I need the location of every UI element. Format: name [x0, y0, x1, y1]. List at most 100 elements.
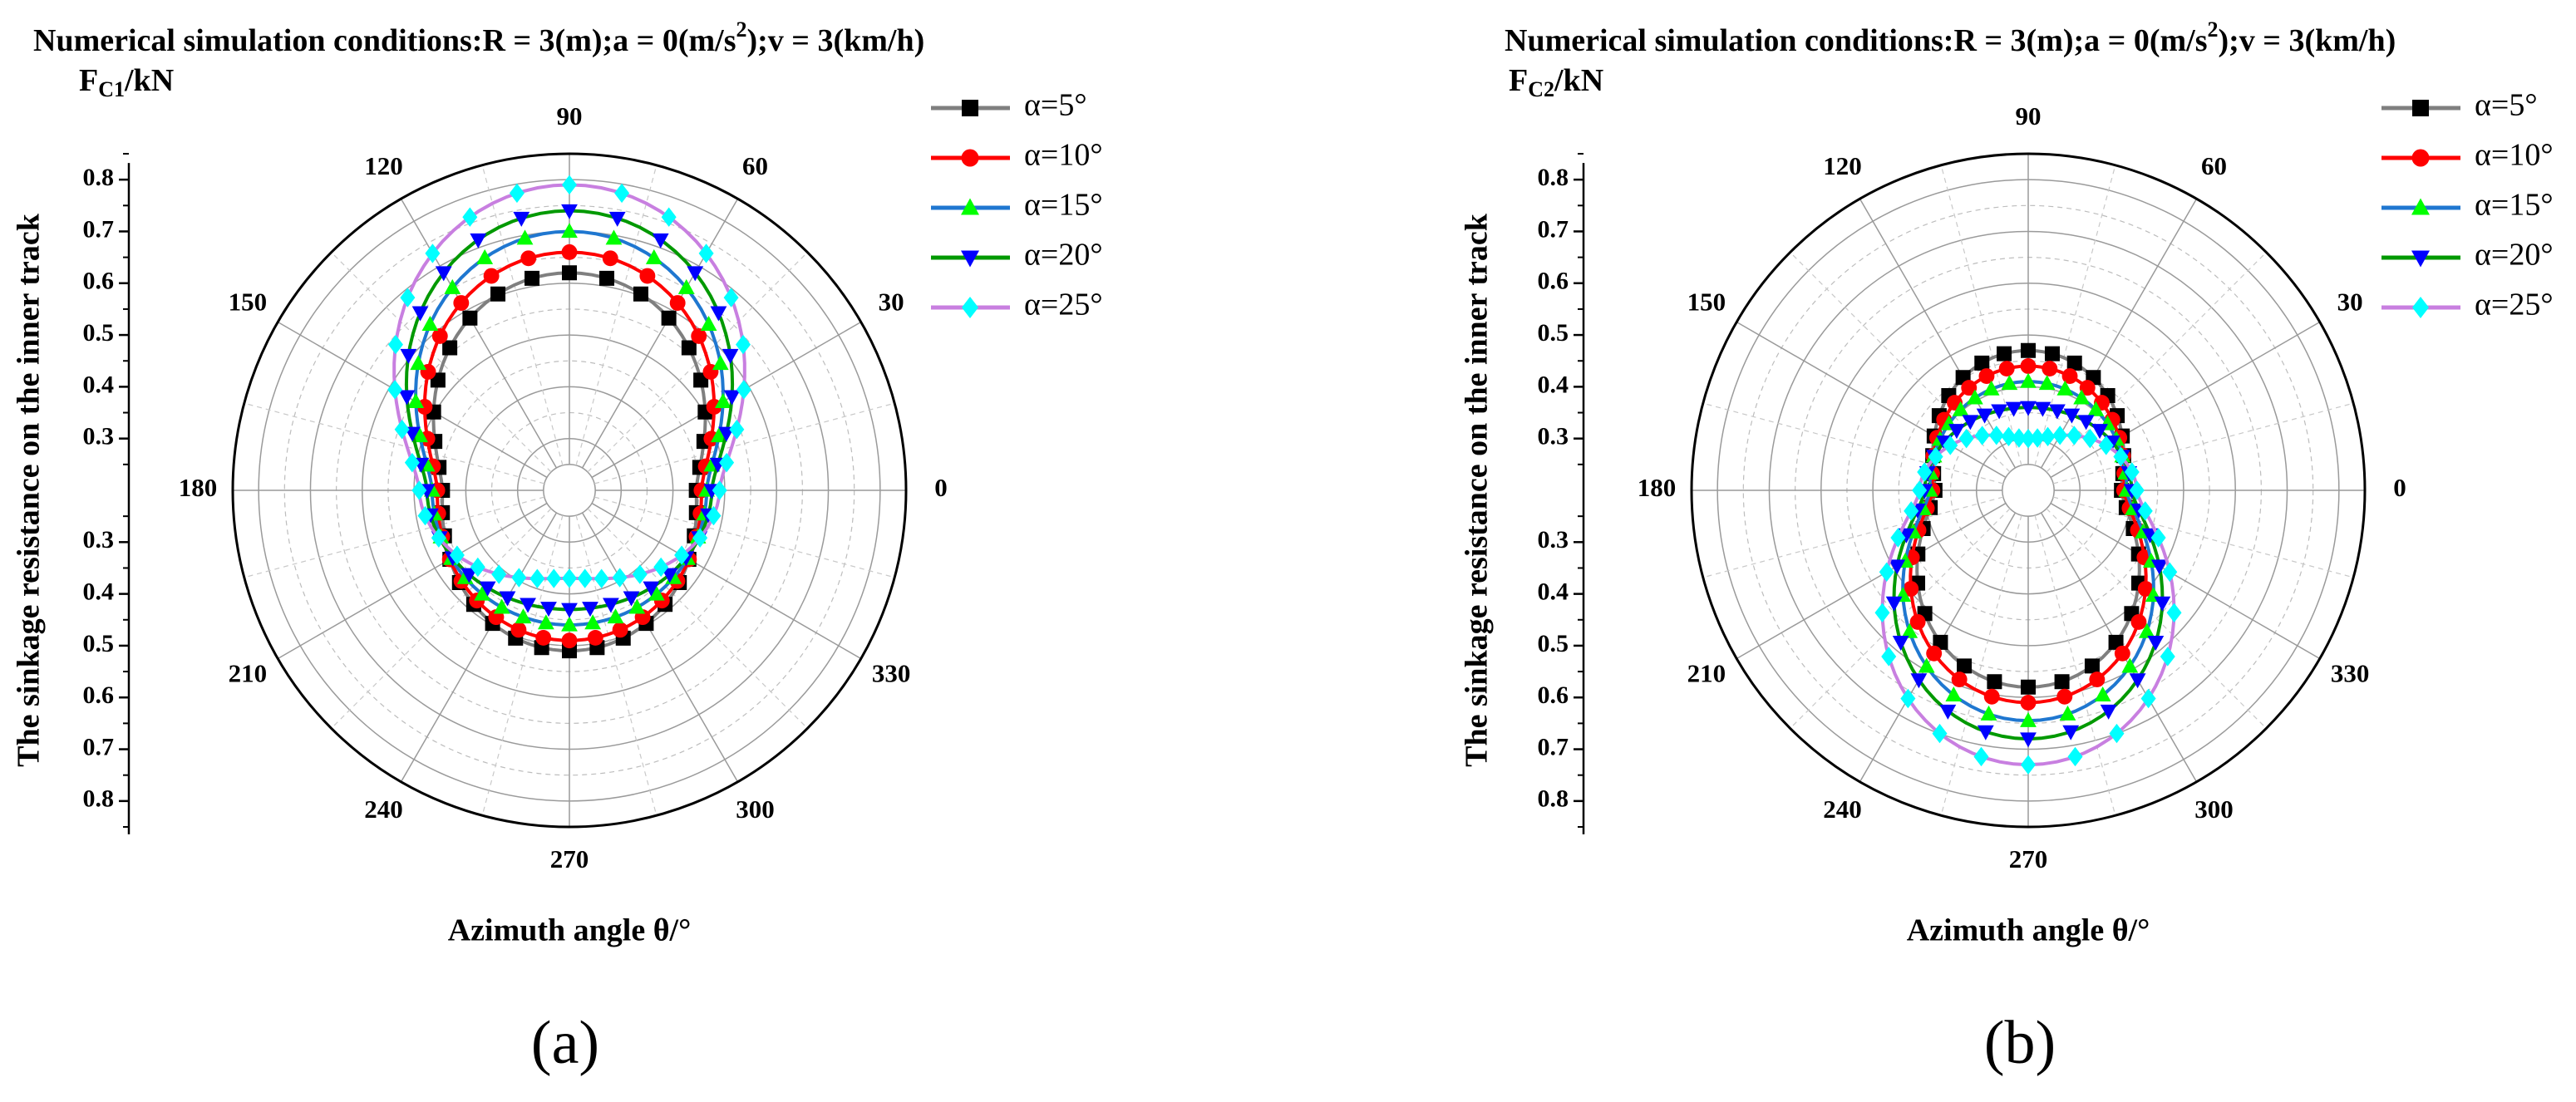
chart-title-part: );v = 3(km/h) — [746, 23, 924, 58]
data-point — [719, 452, 735, 473]
data-point — [561, 204, 578, 219]
data-point — [2130, 613, 2147, 630]
data-point — [449, 545, 465, 565]
major-grid-spoke — [277, 502, 548, 660]
data-point — [509, 183, 525, 204]
radial-tick-label: 0.5 — [83, 630, 115, 657]
data-point — [462, 310, 478, 326]
data-point — [736, 334, 751, 355]
data-point — [1982, 380, 2000, 396]
data-point — [525, 270, 540, 286]
data-point — [2160, 647, 2175, 667]
chart-title-superscript: 2 — [736, 17, 746, 42]
data-point — [1974, 426, 1990, 445]
minor-grid-spoke — [1940, 165, 2022, 466]
legend-label: α=10° — [2475, 138, 2554, 173]
data-point — [2137, 581, 2154, 597]
data-point — [2066, 426, 2082, 445]
minor-grid-spoke — [594, 496, 895, 578]
data-point — [2098, 435, 2114, 455]
data-point — [425, 244, 441, 263]
data-point — [687, 266, 704, 282]
series-5 — [387, 175, 751, 588]
data-point — [605, 229, 623, 245]
data-point — [535, 629, 552, 646]
data-point — [2089, 672, 2106, 688]
data-point — [712, 355, 729, 371]
radial-tick-label: 0.4 — [83, 578, 115, 606]
data-point — [602, 250, 618, 267]
minor-grid-spoke — [2052, 402, 2354, 485]
legend-marker — [2412, 297, 2429, 318]
data-point — [2108, 634, 2124, 650]
angle-tick-label: 150 — [1687, 288, 1726, 317]
chart-title: Numerical simulation conditions:R = 3(m)… — [33, 17, 924, 58]
data-point — [2020, 711, 2037, 727]
legend-marker — [962, 100, 978, 116]
data-point — [1987, 674, 2002, 690]
data-point — [561, 632, 578, 649]
major-grid-spoke — [2050, 321, 2321, 479]
minor-grid-spoke — [1940, 514, 2022, 816]
angle-tick-label: 330 — [872, 659, 911, 688]
data-point — [612, 622, 628, 638]
data-point — [1952, 401, 1969, 416]
angle-tick-label: 300 — [736, 795, 775, 824]
major-grid-spoke — [400, 512, 558, 783]
angle-tick-label: 90 — [2016, 101, 2042, 130]
data-point — [407, 392, 425, 408]
radial-tick-label: 0.3 — [83, 526, 115, 553]
data-point — [714, 392, 731, 408]
y-axis-label: The sinkage resistance on the inner trac… — [1460, 213, 1495, 767]
data-point — [2150, 559, 2168, 575]
data-point — [491, 564, 507, 584]
data-point — [2034, 401, 2051, 417]
data-point — [2100, 704, 2117, 720]
data-point — [1991, 404, 2007, 420]
y-axis-label: The sinkage resistance on the inner trac… — [12, 213, 47, 767]
data-point — [1998, 361, 2015, 376]
data-point — [1943, 435, 1958, 455]
data-point — [442, 340, 458, 356]
minor-grid-spoke — [2034, 514, 2116, 816]
data-point — [561, 603, 578, 618]
data-point — [400, 288, 416, 307]
angle-tick-label: 300 — [2194, 795, 2234, 824]
data-point — [562, 175, 577, 195]
data-point — [2038, 375, 2056, 391]
angle-tick-label: 30 — [2337, 288, 2363, 317]
data-point — [1881, 647, 1897, 667]
unit-rest: /kN — [124, 63, 174, 98]
data-point — [515, 608, 532, 624]
data-point — [723, 390, 741, 406]
data-point — [387, 380, 403, 400]
data-point — [2147, 636, 2165, 652]
data-point — [2063, 408, 2081, 424]
minor-grid-spoke — [2046, 252, 2267, 473]
minor-grid-spoke — [2046, 508, 2267, 729]
legend-marker — [961, 198, 979, 215]
data-point — [623, 591, 640, 607]
data-point — [470, 233, 487, 248]
data-point — [587, 629, 603, 646]
major-grid-spoke — [400, 198, 558, 469]
data-point — [387, 334, 403, 355]
data-point — [2061, 368, 2078, 384]
legend-label: α=5° — [1024, 88, 1087, 123]
major-grid-spoke — [591, 502, 862, 660]
legend-label: α=15° — [1024, 188, 1103, 223]
data-point — [2162, 562, 2178, 583]
radial-tick-label: 0.6 — [83, 268, 115, 295]
data-point — [470, 557, 485, 578]
data-point — [643, 581, 660, 597]
data-point — [2129, 480, 2145, 500]
angle-tick-label: 30 — [879, 288, 904, 317]
data-point — [2121, 657, 2139, 673]
major-grid-spoke — [1736, 321, 2007, 479]
panel-label: (a) — [531, 1009, 599, 1077]
data-point — [2020, 732, 2037, 748]
data-point — [1962, 415, 1979, 430]
legend-label: α=20° — [1024, 238, 1103, 273]
data-point — [1889, 559, 1906, 575]
